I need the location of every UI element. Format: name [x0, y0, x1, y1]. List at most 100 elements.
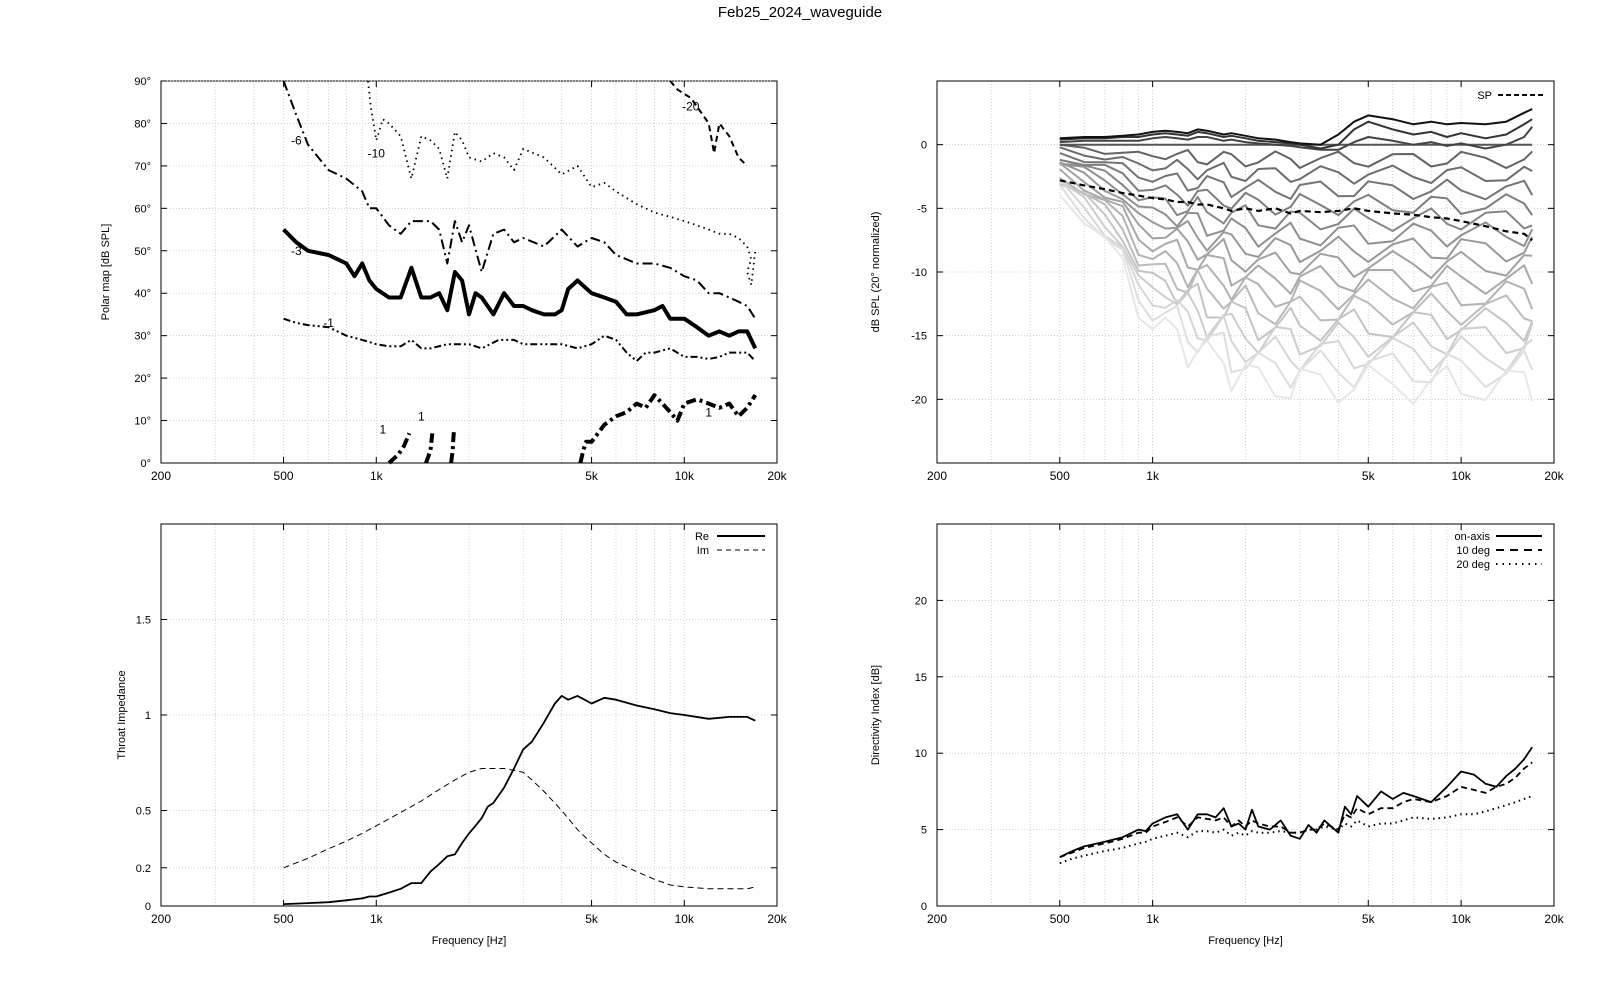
response-line: [1059, 108, 1533, 146]
x-tick-label: 500: [1050, 912, 1070, 926]
sp-line: [1059, 179, 1533, 242]
x-tick-label: 1k: [1146, 469, 1160, 483]
x-tick-label: 20k: [767, 469, 787, 483]
y-tick-label: 5: [921, 825, 927, 837]
x-tick-label: 1k: [370, 469, 384, 483]
response-line: [1059, 118, 1533, 150]
y-tick-label: 0.2: [136, 863, 151, 875]
contour-label: -6: [291, 134, 302, 148]
y-tick-label: 90°: [134, 76, 151, 88]
x-tick-label: 5k: [585, 912, 599, 926]
x-tick-label: 10k: [1451, 469, 1471, 483]
y-tick-label: 10: [915, 748, 927, 760]
contour-line--6: [282, 80, 757, 320]
legend-label: on-axis: [1455, 531, 1491, 543]
y-tick-label: 30°: [134, 331, 151, 343]
legend-label: 10 deg: [1456, 545, 1490, 557]
x-tick-label: 500: [1050, 469, 1070, 483]
response-line: [1059, 126, 1533, 151]
contour-line--20: [669, 80, 748, 167]
angle-response-line: [1059, 143, 1533, 169]
legend-label: Im: [697, 545, 709, 557]
x-tick-label: 200: [927, 912, 947, 926]
y-tick-label: 0: [921, 901, 927, 913]
contour-label: -20: [682, 100, 700, 114]
di-line-20-deg: [1059, 795, 1533, 865]
x-tick-label: 500: [274, 469, 294, 483]
y-tick-label: 10°: [134, 416, 151, 428]
y-tick-label: 20: [915, 595, 927, 607]
angle-response-line: [1059, 162, 1533, 280]
legend-label: Re: [695, 531, 709, 543]
y-tick-label: -15: [911, 331, 927, 343]
angle-response-line: [1058, 184, 1534, 389]
contour-label: 1: [379, 422, 386, 436]
legend-label: 20 deg: [1456, 559, 1490, 571]
plot-frame: [936, 523, 1555, 907]
di-line-on-axis: [1059, 746, 1533, 858]
angle-response-line: [1059, 194, 1534, 405]
x-tick-label: 20k: [1544, 469, 1564, 483]
y-axis-label: dB SPL (20° normalized): [870, 212, 882, 333]
angle-response-line: [1059, 177, 1534, 311]
angle-response-line: [1059, 168, 1534, 295]
x-tick-label: 5k: [1362, 469, 1376, 483]
contour-line-1b: [424, 433, 435, 464]
x-tick-label: 10k: [1451, 912, 1471, 926]
x-axis-label: Frequency [Hz]: [1208, 935, 1283, 947]
x-tick-label: 200: [151, 912, 171, 926]
angle-response-line: [1059, 183, 1533, 326]
figure-title: Feb25_2024_waveguide: [717, 4, 883, 21]
angle-response-line: [1059, 161, 1534, 264]
contour-label: -10: [368, 146, 386, 160]
x-tick-label: 5k: [585, 469, 599, 483]
plot-frame: [160, 80, 778, 464]
impedance-line-im: [283, 768, 756, 890]
y-tick-label: 0°: [140, 458, 151, 470]
y-tick-label: 50°: [134, 246, 151, 258]
y-tick-label: 1: [145, 710, 151, 722]
y-tick-label: 15: [915, 672, 927, 684]
y-tick-label: -10: [911, 267, 927, 279]
x-tick-label: 20k: [767, 912, 787, 926]
y-tick-label: -20: [911, 394, 927, 406]
contour-label: -3: [291, 244, 302, 258]
y-tick-label: 0.5: [136, 806, 151, 818]
angle-response-line: [1059, 163, 1534, 248]
x-tick-label: 20k: [1544, 912, 1564, 926]
x-tick-label: 5k: [1362, 912, 1376, 926]
angle-response-line: [1059, 158, 1534, 217]
x-tick-label: 500: [274, 912, 294, 926]
y-axis-label: Directivity Index [dB]: [870, 665, 882, 765]
contour-label: 1: [418, 410, 425, 424]
contour-line--10: [367, 80, 757, 286]
contour-label: -1: [323, 316, 334, 330]
y-tick-label: 80°: [134, 118, 151, 130]
y-tick-label: 0: [145, 901, 151, 913]
y-axis-label: Polar map [dB SPL]: [100, 224, 112, 321]
x-tick-label: 1k: [1146, 912, 1160, 926]
impedance-line-re: [283, 695, 756, 905]
x-tick-label: 10k: [675, 469, 695, 483]
y-tick-label: -5: [917, 203, 927, 215]
x-tick-label: 200: [927, 469, 947, 483]
x-tick-label: 10k: [675, 912, 695, 926]
x-tick-label: 200: [151, 469, 171, 483]
y-tick-label: 20°: [134, 373, 151, 385]
y-tick-label: 40°: [134, 288, 151, 300]
contour-line--1: [283, 317, 757, 363]
angle-response-line: [1059, 146, 1533, 185]
y-tick-label: 70°: [134, 161, 151, 173]
contour-line-1d: [578, 393, 757, 464]
y-axis-label: Throat Impedance: [116, 670, 128, 759]
legend-label-sp: SP: [1477, 90, 1492, 102]
x-axis-label: Frequency [Hz]: [432, 935, 507, 947]
x-tick-label: 1k: [370, 912, 384, 926]
y-tick-label: 0: [921, 140, 927, 152]
angle-response-line: [1059, 152, 1534, 201]
contour-line-1a: [387, 432, 412, 465]
contour-line--3: [282, 228, 758, 350]
contour-label: 1: [705, 405, 712, 419]
y-tick-label: 1.5: [136, 615, 151, 627]
